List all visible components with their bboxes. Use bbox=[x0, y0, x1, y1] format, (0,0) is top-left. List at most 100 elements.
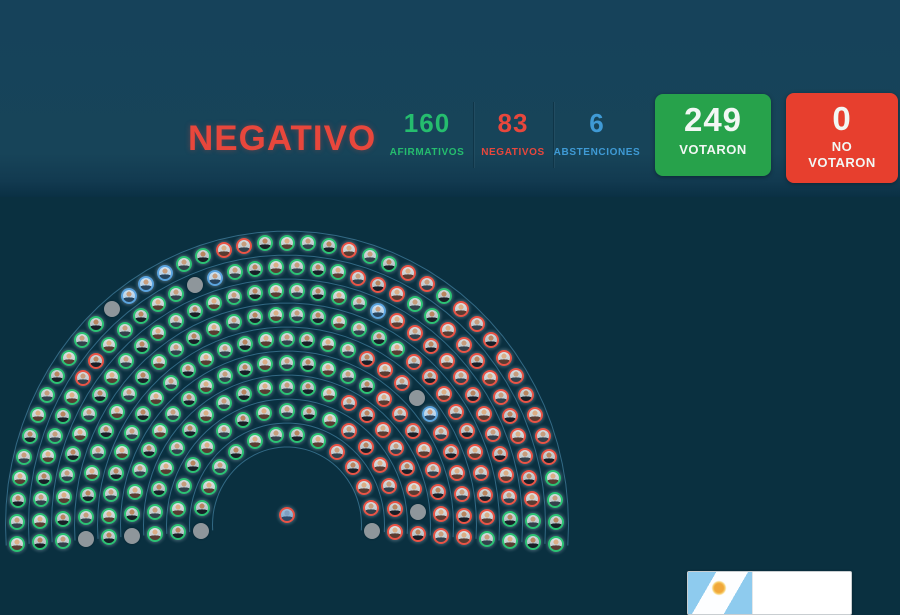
seat[interactable] bbox=[257, 331, 274, 348]
seat[interactable] bbox=[288, 282, 305, 299]
seat[interactable] bbox=[496, 349, 513, 366]
seat[interactable] bbox=[398, 459, 415, 476]
seat[interactable] bbox=[22, 427, 39, 444]
seat[interactable] bbox=[481, 370, 498, 387]
seat[interactable] bbox=[340, 367, 357, 384]
seat[interactable] bbox=[186, 329, 203, 346]
seat[interactable] bbox=[393, 374, 410, 391]
seat[interactable] bbox=[16, 448, 33, 465]
seat[interactable] bbox=[268, 282, 284, 299]
seat[interactable] bbox=[256, 404, 273, 421]
seat[interactable] bbox=[502, 510, 519, 527]
seat[interactable] bbox=[492, 446, 509, 463]
seat[interactable] bbox=[107, 464, 124, 481]
seat[interactable] bbox=[406, 296, 423, 313]
seat[interactable] bbox=[267, 306, 284, 323]
seat[interactable] bbox=[59, 467, 76, 484]
seat[interactable] bbox=[226, 264, 243, 281]
seat[interactable] bbox=[198, 350, 215, 367]
seat[interactable] bbox=[351, 320, 368, 337]
seat[interactable] bbox=[330, 264, 347, 281]
seat[interactable] bbox=[321, 385, 338, 402]
seat[interactable] bbox=[299, 356, 316, 372]
seat[interactable] bbox=[73, 332, 90, 349]
seat[interactable] bbox=[330, 288, 347, 305]
seat[interactable] bbox=[400, 264, 417, 281]
seat[interactable] bbox=[438, 352, 455, 369]
seat[interactable] bbox=[135, 369, 152, 386]
seat[interactable] bbox=[257, 356, 274, 372]
seat[interactable] bbox=[32, 491, 49, 508]
seat[interactable] bbox=[358, 350, 375, 367]
seat[interactable] bbox=[215, 423, 232, 440]
seat[interactable] bbox=[200, 478, 217, 495]
seat[interactable] bbox=[167, 341, 184, 358]
seat[interactable] bbox=[180, 390, 197, 407]
seat[interactable] bbox=[502, 407, 519, 424]
seat[interactable] bbox=[140, 442, 157, 459]
seat[interactable] bbox=[448, 404, 465, 421]
seat[interactable] bbox=[150, 296, 167, 313]
seat[interactable] bbox=[469, 352, 486, 369]
seat[interactable] bbox=[87, 352, 104, 369]
seat[interactable] bbox=[416, 442, 433, 459]
seat[interactable] bbox=[205, 320, 222, 337]
seat[interactable] bbox=[465, 387, 482, 403]
seat[interactable] bbox=[299, 235, 316, 252]
seat[interactable] bbox=[175, 255, 192, 272]
seat[interactable] bbox=[100, 529, 117, 546]
seat[interactable] bbox=[458, 423, 475, 440]
seat[interactable] bbox=[310, 309, 327, 326]
seat[interactable] bbox=[257, 235, 274, 252]
seat[interactable] bbox=[100, 507, 117, 524]
seat[interactable] bbox=[381, 255, 398, 272]
seat[interactable] bbox=[81, 405, 98, 422]
seat[interactable] bbox=[158, 459, 175, 476]
seat[interactable] bbox=[433, 505, 450, 522]
seat[interactable] bbox=[148, 389, 165, 406]
seat[interactable] bbox=[300, 404, 317, 421]
seat[interactable] bbox=[299, 331, 316, 348]
seat[interactable] bbox=[91, 387, 108, 403]
seat[interactable] bbox=[116, 321, 133, 338]
seat[interactable] bbox=[9, 536, 26, 553]
seat[interactable] bbox=[375, 422, 392, 439]
seat[interactable] bbox=[247, 260, 264, 277]
seat[interactable] bbox=[363, 500, 380, 517]
seat[interactable] bbox=[55, 532, 72, 549]
seat[interactable] bbox=[433, 424, 450, 441]
seat[interactable] bbox=[193, 500, 210, 517]
seat[interactable] bbox=[278, 234, 295, 251]
seat[interactable] bbox=[331, 313, 348, 330]
seat[interactable] bbox=[376, 390, 393, 407]
seat[interactable] bbox=[135, 406, 152, 423]
seat[interactable] bbox=[524, 491, 541, 508]
seat[interactable] bbox=[235, 411, 252, 428]
seat[interactable] bbox=[236, 360, 253, 377]
seat[interactable] bbox=[406, 324, 423, 341]
seat[interactable] bbox=[309, 284, 326, 301]
seat[interactable] bbox=[54, 407, 71, 424]
seat[interactable] bbox=[341, 242, 358, 259]
seat[interactable] bbox=[133, 337, 150, 354]
seat[interactable] bbox=[477, 486, 494, 503]
seat[interactable] bbox=[83, 465, 100, 481]
seat[interactable] bbox=[227, 443, 244, 460]
seat[interactable] bbox=[492, 388, 509, 405]
seat[interactable] bbox=[168, 312, 185, 329]
seat-absent[interactable] bbox=[103, 301, 120, 318]
seat[interactable] bbox=[38, 387, 55, 403]
seat[interactable] bbox=[56, 489, 73, 506]
seat[interactable] bbox=[132, 308, 149, 325]
seat[interactable] bbox=[467, 443, 484, 460]
seat[interactable] bbox=[217, 341, 234, 358]
seat[interactable] bbox=[475, 405, 492, 422]
seat[interactable] bbox=[341, 423, 358, 440]
seat[interactable] bbox=[483, 332, 499, 349]
seat[interactable] bbox=[165, 406, 182, 423]
seat[interactable] bbox=[181, 422, 198, 439]
seat[interactable] bbox=[547, 492, 564, 509]
seat[interactable] bbox=[216, 394, 233, 411]
seat[interactable] bbox=[54, 510, 71, 527]
seat[interactable] bbox=[268, 258, 285, 275]
